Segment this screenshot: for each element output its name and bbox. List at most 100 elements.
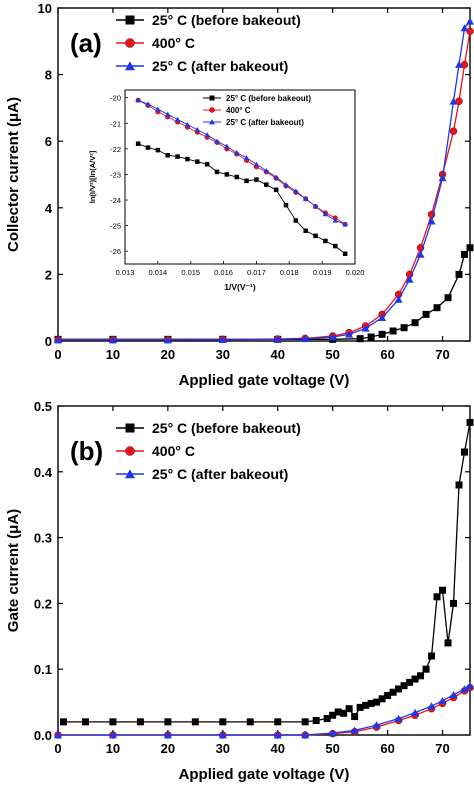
data-point [345,705,353,713]
inset-y-tick-label: -20 [110,94,121,103]
inset-data-point [333,243,338,249]
inset-x-tick-label: 0.017 [247,268,266,277]
x-tick-label: 40 [270,741,284,756]
inset-data-point [254,177,259,182]
x-tick-label: 10 [106,347,120,362]
y-tick-label: 2 [45,267,52,282]
data-point [54,336,62,344]
data-point [274,718,282,726]
panel-label: (a) [70,28,102,58]
data-point [389,327,397,335]
inset-data-point [224,172,230,177]
y-axis-title: Gate current (μA) [5,509,22,632]
data-point [164,718,172,726]
data-point [378,695,386,703]
data-point [461,448,469,456]
inset-data-point [293,218,299,223]
inset-data-point [155,106,161,112]
data-point [136,718,144,726]
x-tick-label: 40 [270,347,284,362]
inset-y-tick-label: -24 [110,196,121,205]
inset-data-point [313,233,318,239]
data-point [455,270,463,278]
data-point [461,250,469,258]
x-tick-label: 70 [435,741,449,756]
inset-x-axis-title: 1/V(V⁻¹) [224,282,256,292]
inset-data-point [175,154,180,159]
data-point [329,711,337,719]
inset-series-line-2 [137,99,346,225]
data-point [422,310,430,318]
legend-label: 25° C (before bakeout) [152,420,301,436]
inset-data-point [174,116,181,122]
data-point [438,174,447,182]
data-point [450,599,458,607]
data-point [373,698,381,706]
series-line-2 [58,685,471,736]
inset-data-point [145,145,151,150]
inset-x-tick-label: 0.015 [181,268,200,277]
data-point [378,313,387,322]
data-point [466,27,474,36]
data-point [328,333,337,341]
data-point [405,275,414,283]
inset-legend-label: 400° C [226,106,251,115]
inset-y-tick-label: -23 [110,170,121,179]
data-point [361,324,370,332]
data-point [416,250,425,258]
inset-data-point [322,211,329,217]
data-point [108,336,117,344]
data-point [362,701,370,709]
inset-chart: 0.013 0.014 0.015 0.016 0.017 0.018 0.019 0.020… [85,76,371,308]
chart-panel-a: 0 10 20 30 40 50 60 70 0 2 4 6 8 10 Applied gate volta… [5,1,474,389]
inset-frame [124,89,356,265]
x-tick-label: 20 [161,741,175,756]
inset-data-point [214,138,220,144]
inset-data-point [273,187,279,193]
data-point [466,418,474,426]
inset-data-point [165,153,170,158]
y-tick-label: 0.4 [34,465,53,480]
inset-data-point [233,150,240,155]
data-point [328,729,337,737]
data-point [312,717,320,725]
inset-data-point [263,167,270,173]
data-point [449,127,458,135]
data-point [411,708,420,716]
plot-frame [57,7,471,342]
data-point [395,685,403,693]
x-tick-label: 50 [325,347,339,362]
data-point [400,682,408,690]
legend-label: 400° C [152,35,195,51]
data-point [422,665,430,673]
inset-data-point [234,174,239,180]
data-point [367,699,375,707]
y-tick-label: 0.5 [34,399,52,414]
data-point [59,718,67,726]
inset-data-point [135,141,141,146]
data-point [466,681,474,689]
inset-data-point [244,178,249,184]
inset-data-point [283,182,289,187]
inset-data-point [342,221,348,227]
legend-marker [125,446,135,456]
data-point [163,731,172,739]
inset-data-point [204,161,210,167]
data-point [427,217,436,225]
data-point [218,731,227,739]
x-tick-label: 10 [106,741,120,756]
data-point [433,593,441,601]
inset-data-point [214,169,220,175]
data-point [301,731,310,739]
panel-label: (b) [70,436,103,466]
data-point [411,675,419,683]
data-point [428,652,436,660]
inset-x-tick-label: 0.020 [346,268,365,277]
x-tick-label: 50 [325,741,339,756]
inset-legend-marker [209,107,215,113]
data-point [394,295,403,303]
data-point [334,708,342,716]
data-point [439,586,447,594]
inset-legend-marker [209,119,215,125]
inset-y-tick-label: -26 [110,247,121,256]
